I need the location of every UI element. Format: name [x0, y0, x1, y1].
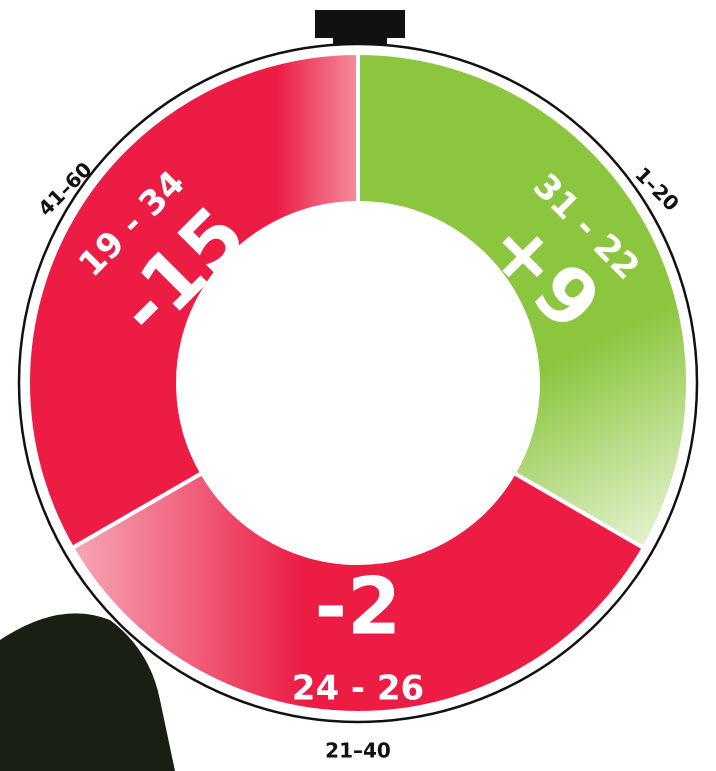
wheel-knob — [315, 10, 405, 38]
score: 24 - 26 — [292, 669, 424, 709]
period-wheel: 1–20 21–40 41–60 31 - 22 +9 -2 24 - 26 1… — [0, 0, 716, 771]
difference: -2 — [315, 562, 402, 652]
period-label: 21–40 — [325, 739, 391, 763]
